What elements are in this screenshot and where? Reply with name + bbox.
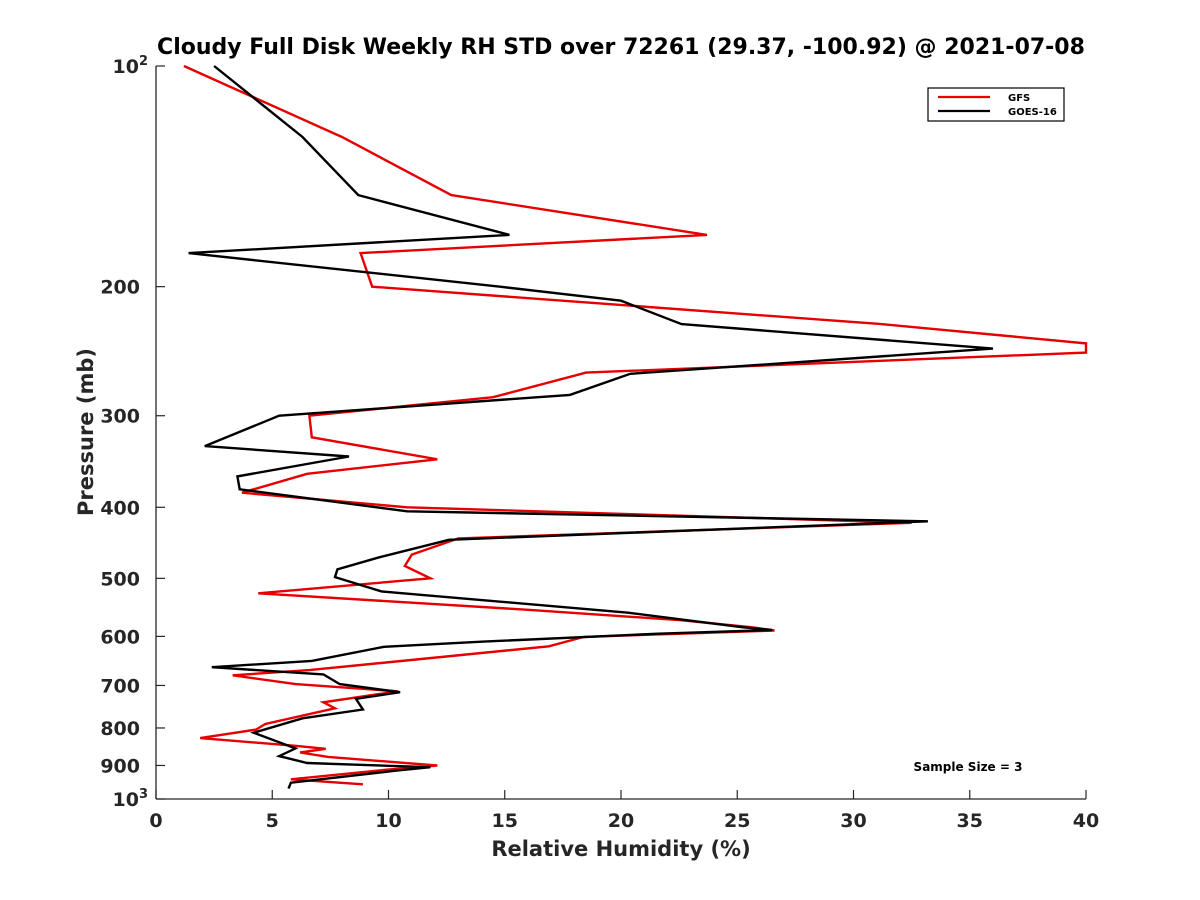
x-tick-label: 25 <box>724 810 750 832</box>
y-tick-label: 500 <box>100 568 140 590</box>
legend-box <box>927 87 1065 122</box>
plot-area: 0 5 10 15 20 25 30 35 40 10220030040050060070080… <box>100 54 1099 832</box>
y-tick-label: 102 <box>113 54 149 78</box>
series-layer <box>183 64 1088 790</box>
x-tick-label: 40 <box>1073 810 1099 832</box>
x-ticks: 0 5 10 15 20 25 30 35 40 <box>149 790 1099 832</box>
y-tick-label-base: 10 <box>113 56 139 78</box>
y-tick-label: 400 <box>100 497 140 519</box>
y-axis-label: Pressure (mb) <box>74 348 98 516</box>
series-line-goes-16 <box>188 65 994 790</box>
y-tick-label: 900 <box>100 755 140 777</box>
x-axis-label: Relative Humidity (%) <box>491 837 750 861</box>
chart-title: Cloudy Full Disk Weekly RH STD over 7226… <box>157 35 1085 60</box>
x-tick-label: 20 <box>608 810 634 832</box>
y-tick-label: 103 <box>113 787 149 811</box>
y-tick-label: 700 <box>100 675 140 697</box>
y-tick-label: 300 <box>100 406 140 428</box>
legend-label-goes16: GOES-16 <box>1008 107 1057 118</box>
x-tick-label: 0 <box>149 810 162 832</box>
x-tick-label: 35 <box>957 810 983 832</box>
y-tick-label-exponent: 3 <box>139 787 148 802</box>
y-tick-label-exponent: 2 <box>139 54 148 69</box>
x-tick-label: 15 <box>492 810 518 832</box>
chart-legend: GFS GOES-16 <box>927 87 1065 122</box>
series-line-gfs <box>183 64 1088 786</box>
y-tick-label: 800 <box>100 718 140 740</box>
x-tick-label: 10 <box>375 810 401 832</box>
sample-size-annotation: Sample Size = 3 <box>914 760 1023 774</box>
legend-label-gfs: GFS <box>1008 93 1030 104</box>
y-tick-label-base: 10 <box>113 789 139 811</box>
x-tick-label: 5 <box>266 810 279 832</box>
y-tick-label: 600 <box>100 626 140 648</box>
x-tick-label: 30 <box>840 810 866 832</box>
y-tick-label: 200 <box>100 277 140 299</box>
